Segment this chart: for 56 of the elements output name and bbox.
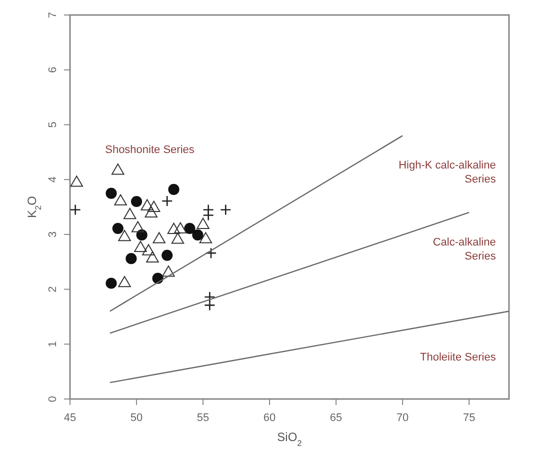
- annotation: Shoshonite Series: [105, 144, 195, 156]
- point: [192, 229, 204, 241]
- point: [126, 253, 137, 264]
- point: [168, 184, 180, 195]
- point: [220, 204, 232, 216]
- point: [147, 200, 160, 212]
- point: [134, 240, 147, 252]
- y-tick-label: 4: [47, 176, 59, 183]
- point: [112, 222, 124, 234]
- point: [140, 199, 154, 210]
- point: [196, 218, 210, 229]
- x-tick-label: 60: [263, 412, 276, 424]
- y-tick-label: 5: [47, 122, 59, 128]
- point: [146, 251, 159, 262]
- point: [167, 222, 180, 234]
- point: [112, 164, 124, 175]
- point: [161, 195, 173, 207]
- point: [199, 232, 212, 244]
- point: [162, 266, 175, 277]
- point: [152, 232, 166, 244]
- point: [123, 208, 136, 220]
- point: [106, 188, 117, 199]
- point: [70, 176, 84, 187]
- x-tick-label: 65: [330, 412, 342, 424]
- point: [114, 194, 127, 206]
- point: [144, 206, 158, 218]
- point: [184, 222, 196, 234]
- y-tick-label: 6: [47, 66, 59, 73]
- y-tick-label: 2: [47, 286, 59, 292]
- point: [118, 276, 131, 288]
- x-tick-label: 75: [462, 412, 476, 424]
- annotation: Calc-alkaline Series: [432, 236, 496, 262]
- y-tick-label: 7: [47, 12, 59, 18]
- x-tick-label: 55: [196, 412, 210, 424]
- y-tick-label: 1: [47, 341, 59, 348]
- y-tick-label: 3: [47, 231, 59, 238]
- point: [204, 300, 216, 311]
- annotation: Tholeiite Series: [420, 352, 496, 364]
- point: [130, 196, 142, 208]
- x-axis-title: SiO$_{2}$: [277, 430, 302, 448]
- annotation: High-K calc-alkaline Series: [398, 160, 496, 186]
- x-tick-label: 70: [396, 412, 409, 424]
- point: [70, 204, 81, 216]
- x-tick-label: 50: [130, 412, 143, 424]
- point: [202, 210, 214, 221]
- y-tick-label: 0: [47, 396, 59, 402]
- point: [162, 250, 173, 261]
- point: [171, 232, 184, 244]
- point: [136, 229, 148, 241]
- point: [106, 278, 117, 289]
- point: [205, 247, 217, 259]
- point: [174, 222, 187, 234]
- x-tick-label: 45: [64, 412, 76, 424]
- point: [142, 244, 155, 256]
- point: [131, 221, 144, 232]
- point: [118, 230, 131, 242]
